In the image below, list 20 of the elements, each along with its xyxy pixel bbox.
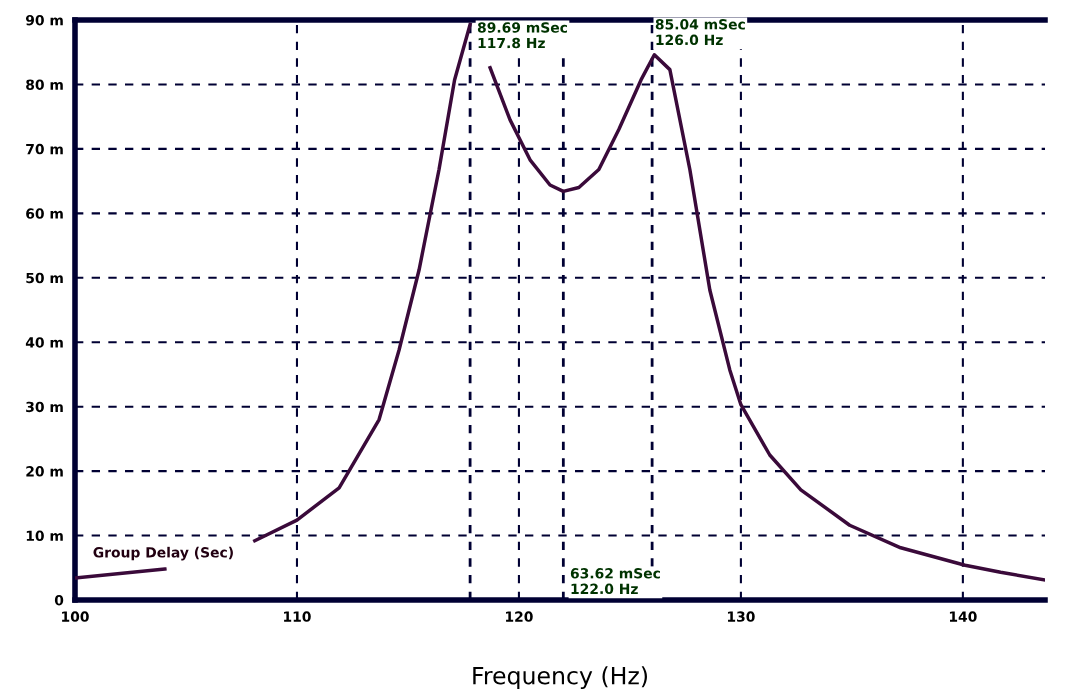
ref-line-label: 63.62 mSec 122.0 Hz: [570, 568, 660, 595]
y-tick-label: 40 m: [25, 337, 63, 348]
x-axis-title: Frequency (Hz): [473, 666, 647, 690]
x-tick-label: 110: [284, 611, 311, 622]
y-tick-label: 80 m: [26, 79, 63, 90]
annotation: 89.69 mSec 117.8 Hz: [477, 22, 568, 49]
annotation: 85.04 mSec 126.0 Hz: [655, 19, 745, 46]
y-tick-label: 50 m: [26, 272, 63, 284]
x-tick-label: 130: [727, 611, 755, 622]
y-tick-label: 30 m: [26, 401, 63, 413]
y-tick-label: 60 m: [26, 208, 63, 219]
y-tick-label: 0: [54, 594, 64, 606]
y-tick-label: 70 m: [26, 143, 63, 155]
y-tick-label: 90 m: [25, 14, 63, 26]
y-tick-label: 10 m: [26, 530, 63, 542]
x-tick-label: 140: [949, 611, 977, 622]
annotation: Group Delay (Sec): [93, 546, 233, 561]
x-tick-label: 120: [506, 611, 533, 622]
x-tick-label: 100: [62, 611, 89, 622]
y-tick-label: 20 m: [26, 466, 63, 477]
